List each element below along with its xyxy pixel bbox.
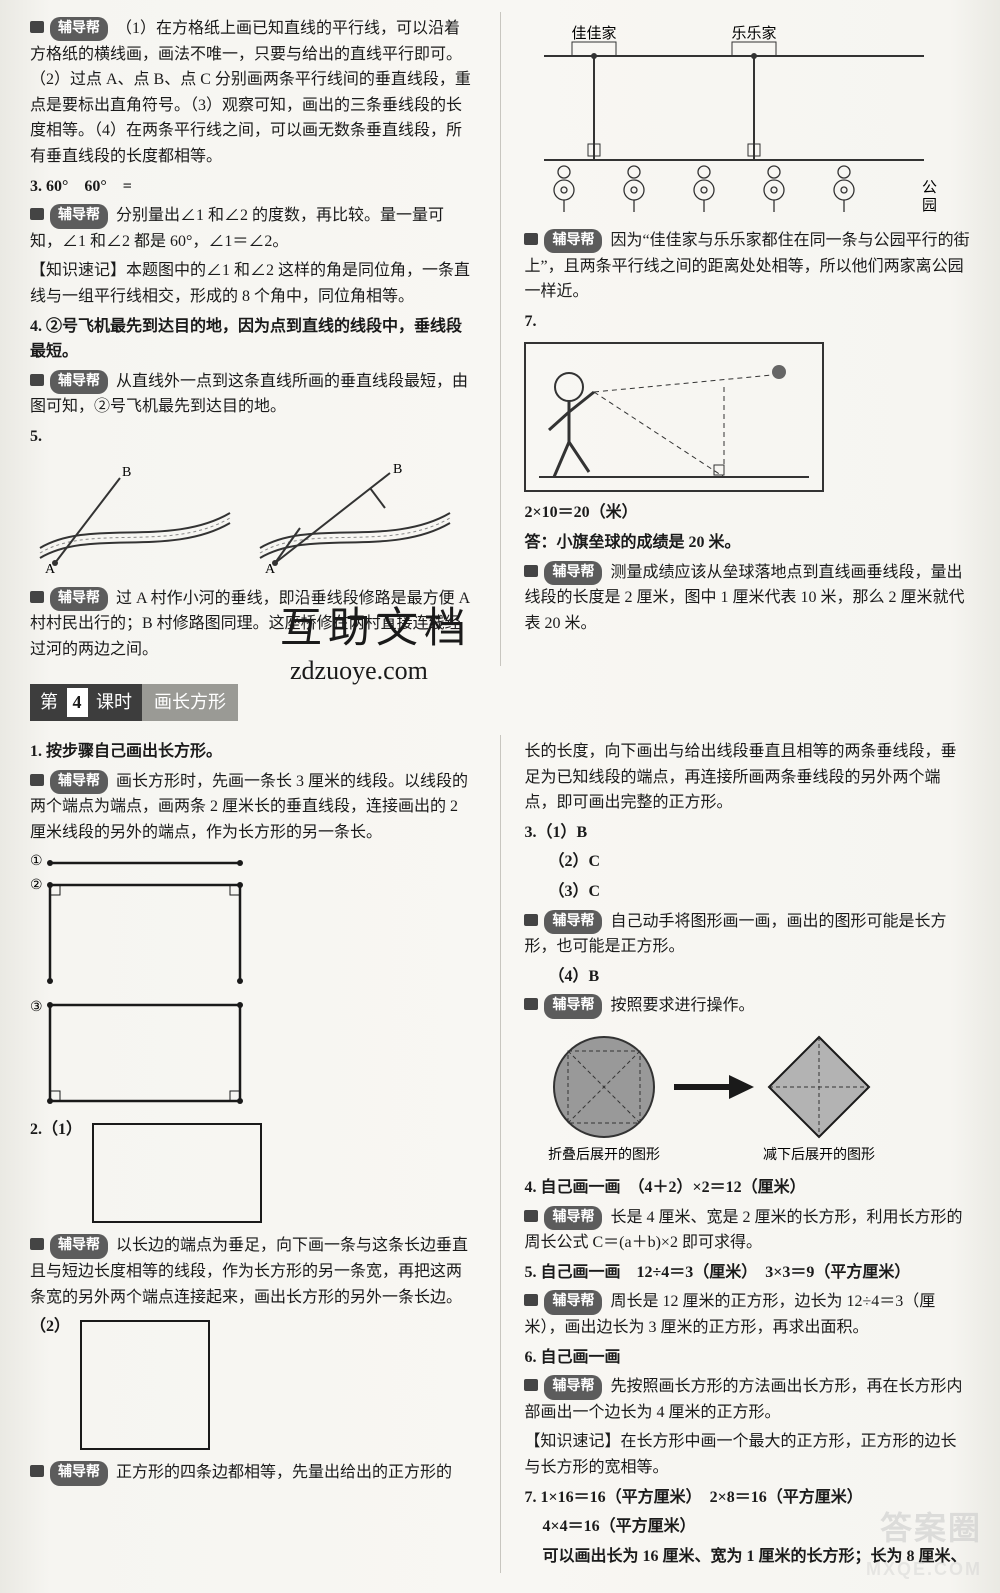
figure-parallel-street: 佳佳家 乐乐家 xyxy=(524,20,970,220)
l4-item6-help: 辅导帮 先按照画长方形的方法画出长方形，再在长方形内部画出一个边长为 4 厘米的… xyxy=(524,1374,970,1425)
item7-calc: 2×10＝20（米） xyxy=(524,500,970,526)
helper-badge: 辅导帮 xyxy=(544,1206,602,1230)
helper-badge: 辅导帮 xyxy=(50,1461,108,1485)
l4-item3c: （3）C xyxy=(524,879,970,905)
fold-caption-right: 减下后展开的图形 xyxy=(763,1147,875,1163)
lower-left-column: 1. 按步骤自己画出长方形。 辅导帮 画长方形时，先画一条长 3 厘米的线段。以… xyxy=(30,735,476,1573)
l4-item6: 6. 自己画一画 xyxy=(524,1345,970,1371)
column-divider xyxy=(500,735,501,1573)
helper-badge: 辅导帮 xyxy=(544,1290,602,1314)
helper-badge: 辅导帮 xyxy=(544,1375,602,1399)
label-B: B xyxy=(122,465,131,480)
book-icon xyxy=(30,774,44,786)
item5-label: 5. xyxy=(30,424,476,450)
l4-item4: 4. 自己画一画 （4＋2）×2＝12（厘米） xyxy=(524,1175,970,1201)
watermark-url: zdzuoye.com xyxy=(290,650,428,692)
helper-badge: 辅导帮 xyxy=(544,994,602,1018)
step-3-label: ③ xyxy=(30,1000,43,1015)
l4-item5: 5. 自己画一画 12÷4＝3（厘米） 3×3＝9（平方厘米） xyxy=(524,1260,970,1286)
book-icon xyxy=(30,374,44,386)
helper-badge: 辅导帮 xyxy=(50,587,108,611)
l4-item2-2: （2） xyxy=(30,1314,476,1456)
item7-label: 7. xyxy=(524,309,970,335)
book-icon xyxy=(524,1294,538,1306)
book-icon xyxy=(524,914,538,926)
top-right-help: 辅导帮 因为“佳佳家与乐乐家都住在同一条与公园平行的街上”，且两条平行线之间的距… xyxy=(524,228,970,305)
upper-right-column: 佳佳家 乐乐家 xyxy=(524,12,970,666)
l4-item3d-help: 辅导帮 按照要求进行操作。 xyxy=(524,993,970,1019)
book-icon xyxy=(30,591,44,603)
label-park-2: 园 xyxy=(922,197,937,214)
helper-badge: 辅导帮 xyxy=(50,370,108,394)
book-icon xyxy=(30,208,44,220)
book-icon xyxy=(524,1379,538,1391)
book-icon xyxy=(30,21,44,33)
step-1-label: ① xyxy=(30,854,43,869)
l4-item2: 2.（1） xyxy=(30,1117,476,1229)
helper-badge: 辅导帮 xyxy=(50,770,108,794)
fold-caption-left: 折叠后展开的图形 xyxy=(548,1147,660,1163)
l4-right-cont: 长的长度，向下画出与给出线段垂直且相等的两条垂线段，垂足为已知线段的端点，再连接… xyxy=(524,739,970,816)
l4-item1-help: 辅导帮 画长方形时，先画一条长 3 厘米的线段。以线段的两个端点为端点，画两条 … xyxy=(30,769,476,846)
l4-item6-note: 【知识速记】在长方形中画一个最大的正方形，正方形的边长与长方形的宽相等。 xyxy=(524,1429,970,1480)
lesson-section-header: 第 4 课时 画长方形 xyxy=(30,684,970,721)
book-icon xyxy=(30,1238,44,1250)
helper-badge: 辅导帮 xyxy=(50,1234,108,1258)
item3-help: 辅导帮 分别量出∠1 和∠2 的度数，再比较。量一量可知，∠1 和∠2 都是 6… xyxy=(30,203,476,254)
item2-explain: 辅导帮 （1）在方格纸上画已知直线的平行线，可以沿着方格纸的横线画，画法不唯一，… xyxy=(30,16,476,170)
item4-title: 4. ②号飞机最先到达目的地，因为点到直线的线段中，垂线段最短。 xyxy=(30,314,476,365)
item7-help: 辅导帮 测量成绩应该从垒球落地点到直线画垂线段，量出线段的长度是 2 厘米，图中… xyxy=(524,560,970,637)
lower-right-column: 长的长度，向下画出与给出线段垂直且相等的两条垂线段，垂足为已知线段的端点，再连接… xyxy=(524,735,970,1573)
footer-mark-1: 答案圈 xyxy=(866,1503,982,1554)
item2-text: （1）在方格纸上画已知直线的平行线，可以沿着方格纸的横线画，画法不唯一，只要与给… xyxy=(30,20,471,165)
l4-item2-help: 辅导帮 以长边的端点为垂足，向下画一条与这条长边垂直且与短边长度相等的线段，作为… xyxy=(30,1233,476,1310)
item4-help: 辅导帮 从直线外一点到这条直线所画的垂直线段最短，由图可知，②号飞机最先到达目的… xyxy=(30,369,476,420)
helper-badge: 辅导帮 xyxy=(544,910,602,934)
book-icon xyxy=(524,1210,538,1222)
book-icon xyxy=(524,565,538,577)
figure-baseball xyxy=(524,342,970,492)
book-icon xyxy=(524,233,538,245)
helper-badge: 辅导帮 xyxy=(50,17,108,41)
helper-badge: 辅导帮 xyxy=(544,229,602,253)
footer-mark-2: MXQE.COM xyxy=(866,1555,982,1584)
label-lele: 乐乐家 xyxy=(732,25,777,42)
l4-item1: 1. 按步骤自己画出长方形。 xyxy=(30,739,476,765)
svg-text:B: B xyxy=(393,462,402,477)
l4-item5-help: 辅导帮 周长是 12 厘米的正方形，边长为 12÷4＝3（厘米），画出边长为 3… xyxy=(524,1289,970,1340)
item3-title: 3. 60° 60° = xyxy=(30,174,476,200)
book-icon xyxy=(524,998,538,1010)
footer-watermarks: 答案圈 MXQE.COM xyxy=(866,1503,982,1583)
item3-note: 【知识速记】本题图中的∠1 和∠2 这样的角是同位角，一条直线与一组平行线相交，… xyxy=(30,258,476,309)
l4-item3a: 3.（1）B xyxy=(524,820,970,846)
upper-left-column: 辅导帮 （1）在方格纸上画已知直线的平行线，可以沿着方格纸的横线画，画法不唯一，… xyxy=(30,12,476,666)
l4-item4-help: 辅导帮 长是 4 厘米、宽是 2 厘米的长方形，利用长方形的周长公式 C＝(a＋… xyxy=(524,1205,970,1256)
l4-item3b: （2）C xyxy=(524,849,970,875)
rect-steps-figure: ① ② ③ xyxy=(30,851,476,1111)
l4-item3-help: 辅导帮 自己动手将图形画一画，画出的图形可能是长方形，也可能是正方形。 xyxy=(524,909,970,960)
figure-river: A B A B xyxy=(30,458,476,578)
column-divider xyxy=(500,12,501,666)
l4-item3d: （4）B xyxy=(524,964,970,990)
helper-badge: 辅导帮 xyxy=(50,204,108,228)
figure-fold: 折叠后展开的图形 减下后展开的图形 xyxy=(524,1027,970,1167)
item7-answer: 答：小旗垒球的成绩是 20 米。 xyxy=(524,530,970,556)
step-2-label: ② xyxy=(30,878,43,893)
label-park-1: 公 xyxy=(922,180,937,196)
helper-badge: 辅导帮 xyxy=(544,561,602,585)
book-icon xyxy=(30,1465,44,1477)
label-jiajia: 佳佳家 xyxy=(572,25,617,42)
l4-item2-2-help: 辅导帮 正方形的四条边都相等，先量出给出的正方形的 xyxy=(30,1460,476,1486)
